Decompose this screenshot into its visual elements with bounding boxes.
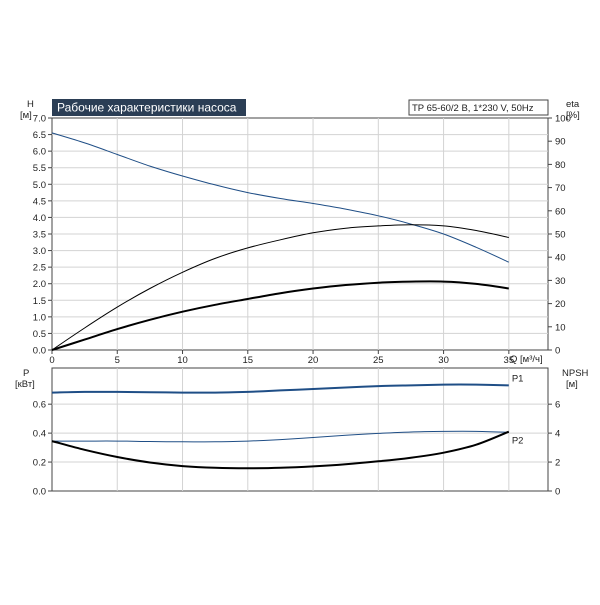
p-axis-unit: [кВт] xyxy=(15,379,35,390)
p-axis-label: P xyxy=(23,368,29,379)
pump-info: TP 65-60/2 B, 1*230 V, 50Hz xyxy=(412,103,534,114)
y-right-axis-unit: [%] xyxy=(566,110,580,121)
y-right-tick-label: 60 xyxy=(555,206,566,217)
y-right-tick-label: 40 xyxy=(555,253,566,264)
y-right-tick-label: 30 xyxy=(555,276,566,287)
y-right-tick-label: 50 xyxy=(555,230,566,241)
top-series-line-1 xyxy=(51,224,509,351)
y-right-tick-label: 80 xyxy=(555,160,566,171)
y-left-tick-label: 7.0 xyxy=(33,114,46,125)
bottom-plot-frame xyxy=(51,367,549,492)
x-tick-label: 30 xyxy=(438,355,449,366)
y-right-axis-label: eta xyxy=(566,99,580,110)
x-tick-label: 15 xyxy=(243,355,254,366)
bottom-series-line-2 xyxy=(51,430,510,470)
y-left-tick-label: 1.5 xyxy=(33,296,46,307)
y-right-tick-label: 10 xyxy=(555,322,566,333)
y-right-tick-label: 70 xyxy=(555,183,566,194)
y-left-tick-label: 1.0 xyxy=(33,312,46,323)
y-left-tick-label: 5.5 xyxy=(33,163,46,174)
y-left-tick-label: 2.5 xyxy=(33,263,46,274)
y-left-tick-label: 4.5 xyxy=(33,196,46,207)
npsh-axis-unit: [м] xyxy=(566,379,578,390)
npsh-tick-label: 0 xyxy=(555,487,560,498)
y-right-tick-label: 90 xyxy=(555,137,566,148)
x-tick-label: 35 xyxy=(504,355,515,366)
series-label-p2: P2 xyxy=(512,435,524,446)
y-right-tick-label: 100 xyxy=(555,114,571,125)
p-tick-label: 0.6 xyxy=(33,400,46,411)
x-tick-label: 5 xyxy=(115,355,120,366)
y-left-axis-unit: [м] xyxy=(20,110,32,121)
p-tick-label: 0.0 xyxy=(33,487,46,498)
p-tick-label: 0.2 xyxy=(33,458,46,469)
x-tick-label: 20 xyxy=(308,355,319,366)
npsh-axis-label: NPSH xyxy=(562,368,589,379)
y-left-tick-label: 2.0 xyxy=(33,279,46,290)
p-tick-label: 0.4 xyxy=(33,429,46,440)
top-series-line-2 xyxy=(51,280,509,351)
x-axis-label: Q [м³/ч] xyxy=(510,354,543,365)
x-tick-label: 25 xyxy=(373,355,384,366)
x-tick-label: 0 xyxy=(49,355,54,366)
y-right-tick-label: 20 xyxy=(555,299,566,310)
y-left-tick-label: 5.0 xyxy=(33,180,46,191)
y-left-tick-label: 6.0 xyxy=(33,147,46,158)
npsh-tick-label: 6 xyxy=(555,400,560,411)
y-left-axis-label: H xyxy=(27,99,34,110)
series-label-p1: P1 xyxy=(512,373,524,384)
bottom-series-line-1 xyxy=(52,430,509,443)
npsh-tick-label: 2 xyxy=(555,458,560,469)
pump-info-box xyxy=(408,99,549,116)
y-left-tick-label: 3.5 xyxy=(33,230,46,241)
chart-title: Рабочие характеристики насоса xyxy=(57,101,237,115)
y-left-tick-label: 0.0 xyxy=(33,346,46,357)
y-left-tick-label: 4.0 xyxy=(33,213,46,224)
x-tick-label: 10 xyxy=(177,355,188,366)
y-right-tick-label: 0 xyxy=(555,346,560,357)
y-left-tick-label: 0.5 xyxy=(33,329,46,340)
y-left-tick-label: 6.5 xyxy=(33,130,46,141)
bottom-series-line-0 xyxy=(51,383,509,394)
y-left-tick-label: 3.0 xyxy=(33,246,46,257)
top-series-line-0 xyxy=(51,132,510,263)
npsh-tick-label: 4 xyxy=(555,429,560,440)
chart-title-box xyxy=(52,99,246,116)
